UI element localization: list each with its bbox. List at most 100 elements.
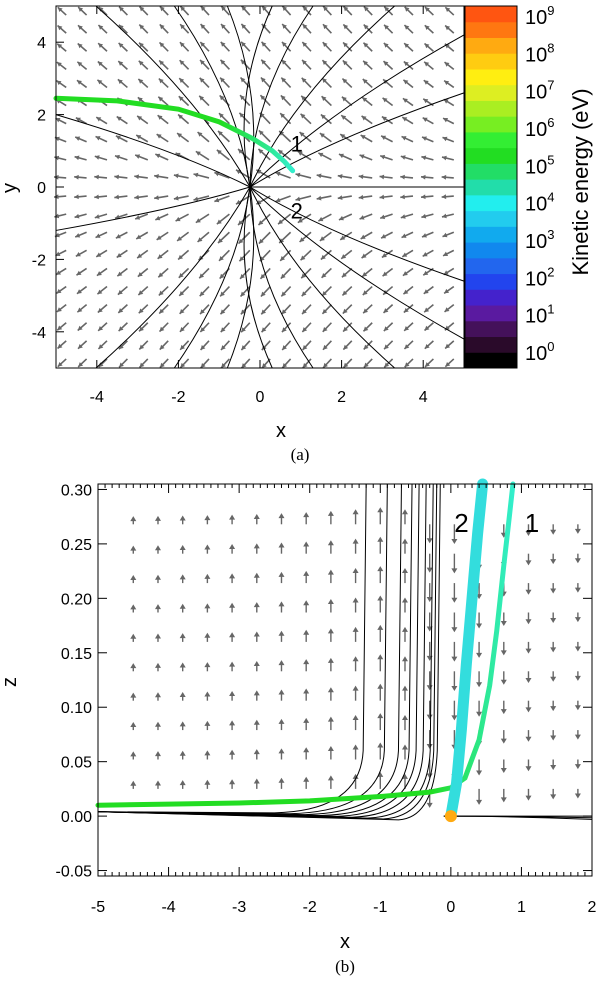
field-arrow — [114, 213, 128, 220]
field-arrow — [441, 194, 454, 200]
field-arrow — [301, 322, 312, 333]
field-arrow — [94, 194, 108, 200]
field-arrow — [253, 749, 260, 760]
field-arrow — [358, 194, 373, 200]
field-arrow — [402, 79, 414, 89]
field-arrow — [219, 304, 230, 315]
field-arrow — [441, 174, 454, 180]
field-arrow — [404, 6, 414, 16]
field-arrow — [301, 41, 312, 52]
field-arrow — [178, 267, 190, 279]
field-arrow — [327, 569, 334, 584]
a-caption: (a) — [291, 445, 310, 464]
field-arrow — [340, 114, 353, 125]
field-arrow — [118, 42, 128, 52]
field-arrow — [116, 267, 128, 277]
field-arrow — [342, 41, 353, 52]
field-arrow — [275, 171, 291, 179]
field-arrow — [130, 721, 137, 731]
field-line — [55, 114, 251, 188]
field-arrow — [157, 114, 169, 125]
field-arrow — [352, 626, 359, 642]
field-line — [249, 186, 465, 282]
field-arrow — [179, 780, 186, 789]
field-arrow — [54, 231, 67, 238]
field-arrow — [403, 304, 414, 314]
field-arrow — [218, 249, 230, 262]
field-arrow — [204, 632, 211, 642]
field-arrow — [363, 5, 373, 16]
field-arrow — [220, 322, 230, 333]
field-arrow — [424, 24, 434, 34]
b-y-tick-label: -0.05 — [56, 864, 93, 881]
field-arrow — [444, 340, 455, 350]
a-y-axis-label: y — [0, 183, 21, 193]
field-arrow — [525, 553, 532, 566]
field-arrow — [302, 358, 312, 369]
field-arrow — [382, 267, 394, 277]
field-arrow — [281, 59, 292, 70]
field-arrow — [179, 544, 186, 554]
field-arrow — [525, 583, 532, 595]
field-arrow — [229, 720, 236, 731]
field-arrow — [138, 322, 149, 332]
field-arrow — [362, 322, 373, 332]
field-arrow — [134, 194, 148, 200]
field-arrow — [441, 213, 454, 219]
field-arrow — [327, 775, 334, 789]
field-arrow — [130, 751, 137, 760]
field-arrow — [55, 267, 67, 276]
field-arrow — [280, 267, 292, 280]
field-arrow — [204, 515, 211, 525]
field-arrow — [426, 671, 433, 691]
field-arrow — [116, 249, 128, 259]
field-arrow — [278, 571, 285, 584]
field-arrow — [280, 286, 292, 297]
field-arrow — [138, 5, 149, 16]
field-arrow — [423, 304, 434, 313]
colorbar-tick-label: 103 — [525, 227, 554, 253]
field-arrow — [316, 195, 332, 201]
field-arrow — [379, 213, 393, 220]
field-arrow — [401, 135, 414, 143]
field-arrow — [352, 744, 359, 760]
field-arrow — [229, 690, 236, 701]
field-arrow — [229, 632, 236, 642]
field-arrow — [260, 304, 271, 315]
colorbar-band — [465, 179, 517, 196]
field-arrow — [550, 524, 557, 535]
colorbar-band — [465, 194, 517, 212]
field-arrow — [138, 24, 149, 34]
field-arrow — [322, 358, 332, 369]
field-arrow — [423, 42, 434, 52]
field-arrow — [74, 213, 87, 219]
a-y-tick-label: 0 — [37, 180, 46, 197]
field-arrow — [363, 340, 373, 350]
field-arrow — [426, 730, 433, 750]
field-arrow — [322, 41, 332, 52]
field-arrow — [281, 340, 292, 351]
b-y-tick-label: 0.30 — [61, 482, 92, 499]
field-arrow — [179, 41, 190, 52]
field-line — [95, 5, 251, 188]
field-arrow — [278, 718, 285, 731]
field-arrow — [341, 285, 353, 297]
field-arrow — [130, 663, 137, 672]
colorbar-tick-label: 104 — [525, 190, 554, 216]
field-arrow — [77, 322, 88, 332]
field-arrow — [295, 195, 312, 202]
field-arrow — [403, 322, 414, 332]
field-arrow — [260, 322, 271, 333]
field-line — [249, 5, 314, 188]
field-arrow — [253, 602, 260, 613]
field-arrow — [96, 285, 108, 295]
b-x-tick-label: 1 — [517, 899, 526, 916]
field-arrow — [444, 304, 455, 313]
field-arrow — [229, 779, 236, 789]
field-arrow — [442, 249, 455, 257]
field-arrow — [316, 173, 332, 179]
field-arrow — [239, 76, 251, 88]
field-arrow — [500, 641, 507, 656]
field-arrow — [96, 267, 108, 277]
field-arrow — [200, 23, 210, 34]
